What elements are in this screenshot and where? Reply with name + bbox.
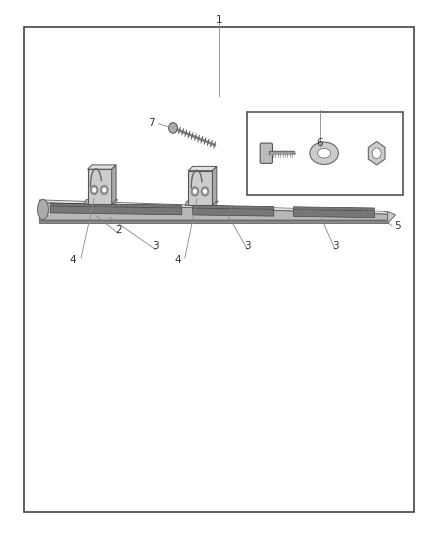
Polygon shape bbox=[88, 169, 112, 204]
Text: 7: 7 bbox=[148, 118, 155, 128]
Ellipse shape bbox=[37, 199, 48, 220]
Polygon shape bbox=[39, 200, 388, 214]
Text: 4: 4 bbox=[174, 255, 181, 264]
Text: 2: 2 bbox=[115, 225, 122, 235]
Polygon shape bbox=[212, 166, 217, 205]
Polygon shape bbox=[193, 205, 274, 209]
Text: 3: 3 bbox=[332, 241, 339, 251]
Circle shape bbox=[92, 187, 96, 192]
Polygon shape bbox=[50, 203, 182, 208]
Ellipse shape bbox=[310, 142, 338, 164]
Polygon shape bbox=[368, 141, 385, 165]
Polygon shape bbox=[39, 203, 388, 220]
Text: 4: 4 bbox=[69, 255, 76, 264]
Polygon shape bbox=[84, 199, 117, 204]
Polygon shape bbox=[112, 165, 116, 204]
Polygon shape bbox=[185, 201, 218, 205]
Circle shape bbox=[191, 187, 199, 196]
Text: 3: 3 bbox=[244, 241, 251, 251]
Polygon shape bbox=[88, 165, 116, 169]
Polygon shape bbox=[293, 209, 374, 217]
Circle shape bbox=[203, 189, 207, 194]
Circle shape bbox=[100, 185, 108, 195]
Bar bbox=[24, 27, 414, 512]
FancyBboxPatch shape bbox=[260, 143, 272, 163]
Polygon shape bbox=[39, 220, 388, 223]
Polygon shape bbox=[188, 171, 212, 205]
Text: 5: 5 bbox=[394, 221, 401, 231]
Text: 3: 3 bbox=[152, 241, 159, 251]
Polygon shape bbox=[388, 212, 396, 223]
Circle shape bbox=[102, 187, 106, 192]
Polygon shape bbox=[193, 208, 274, 216]
Circle shape bbox=[193, 189, 197, 194]
Ellipse shape bbox=[318, 148, 331, 158]
Bar bbox=[247, 112, 403, 195]
Circle shape bbox=[201, 187, 209, 196]
Text: 6: 6 bbox=[316, 138, 323, 148]
Circle shape bbox=[372, 148, 381, 159]
Circle shape bbox=[90, 185, 98, 195]
Polygon shape bbox=[50, 206, 182, 215]
Circle shape bbox=[169, 123, 177, 133]
Polygon shape bbox=[188, 166, 217, 171]
Text: 1: 1 bbox=[215, 15, 223, 25]
Polygon shape bbox=[293, 207, 374, 211]
